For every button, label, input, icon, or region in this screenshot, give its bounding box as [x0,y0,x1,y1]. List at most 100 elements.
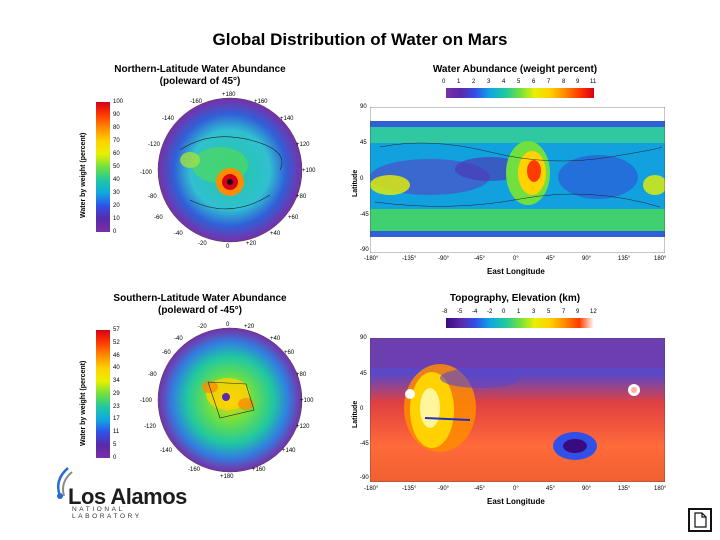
north-polar-map [157,97,303,243]
north-cbar-tick: 100 [113,99,124,105]
water-ytick: 0 [360,176,364,182]
topo-xtick: -45° [474,486,486,492]
topo-cbar-tick: 5 [547,309,551,315]
north-angle-labels: +180 -160 +160 -140 +140 -120 +120 -100 … [140,90,316,250]
south-angle-label: -120 [144,424,157,430]
north-title-line1: Northern-Latitude Water Abundance [114,64,286,75]
document-icon[interactable] [688,508,712,532]
water-xtick: 180° [654,256,667,262]
topo-xtick: 45° [546,486,556,492]
north-cbar-tick: 90 [113,112,120,118]
north-angle-label: +40 [270,231,281,237]
south-angle-label: +60 [284,350,295,356]
water-xtick: 0° [513,256,519,262]
south-angle-label: +140 [282,448,296,454]
south-angle-label: -20 [198,324,207,330]
north-angle-label: -140 [162,116,175,122]
topo-xtick: -135° [402,486,417,492]
topo-cbar-tick: 3 [532,309,536,315]
south-cbar-tick: 23 [113,404,120,410]
south-colorbar-ticks: 57 52 46 40 34 29 23 17 11 5 0 [113,327,133,463]
north-angle-label: -160 [190,99,203,105]
north-angle-label: +20 [246,241,257,247]
south-panel-title: Southern-Latitude Water Abundance (polew… [95,293,305,317]
north-cbar-tick: 80 [113,125,120,131]
south-angle-label: +160 [252,467,266,473]
topo-cbar-tick: -8 [442,309,448,315]
topo-colorbar [446,318,594,328]
south-angle-label: -100 [140,398,153,404]
topo-ytick: -90 [360,475,369,481]
topo-xtick: 135° [618,486,631,492]
south-colorbar-label: Water by weight (percent) [80,360,87,446]
topo-cbar-tick: 12 [590,309,597,315]
north-cbar-tick: 70 [113,138,120,144]
los-alamos-logo: Los Alamos NATIONAL LABORATORY [50,466,190,520]
topo-ytick: 90 [360,335,367,341]
north-angle-label: +180 [222,92,236,98]
topo-xtick: 180° [654,486,667,492]
topo-map-ylabel: Latitude [352,400,359,428]
topo-cbar-tick: 9 [576,309,580,315]
south-colorbar [96,330,110,458]
topo-map-yticks: 90 45 0 -45 -90 [360,335,374,485]
south-angle-labels: -20 0 +20 -40 +40 -60 +60 -80 +80 -100 +… [140,322,314,482]
topo-xtick: 90° [582,486,592,492]
south-cbar-tick: 46 [113,353,120,359]
south-title-line2: (poleward of -45°) [157,305,242,316]
water-cbar-tick: 2 [472,79,476,85]
north-cbar-tick: 0 [113,229,117,235]
topo-xtick: -90° [438,486,450,492]
water-xtick: -45° [474,256,486,262]
north-angle-label: +60 [288,215,299,221]
topo-cbar-tick: 1 [517,309,521,315]
north-cbar-tick: 10 [113,216,120,222]
page-title: Global Distribution of Water on Mars [212,30,508,49]
south-angle-label: +40 [270,336,281,342]
south-cbar-tick: 52 [113,340,120,346]
south-cbar-tick: 57 [113,327,120,333]
topo-cbar-tick: -2 [487,309,493,315]
north-angle-label: -20 [198,241,207,247]
water-map-yticks: 90 45 0 -45 -90 [360,104,374,256]
topo-ytick: -45 [360,441,369,447]
south-angle-label: +100 [300,398,314,404]
north-angle-label: +80 [296,194,307,200]
north-cbar-tick: 30 [113,190,120,196]
water-colorbar-ticks: 0 1 2 3 4 5 6 7 8 9 11 [442,79,602,87]
water-cbar-tick: 9 [576,79,580,85]
north-colorbar-ticks: 100 90 80 70 60 50 40 30 20 10 0 [113,99,133,239]
logo-sub: NATIONAL LABORATORY [72,506,142,520]
north-angle-label: 0 [226,244,230,250]
water-xtick: -90° [438,256,450,262]
north-angle-label: -100 [140,170,153,176]
topo-xtick: -180° [364,486,379,492]
south-angle-label: -80 [148,372,157,378]
water-cbar-tick: 3 [487,79,491,85]
water-cbar-tick: 11 [590,79,597,85]
water-cbar-tick: 0 [442,79,446,85]
water-ytick: -90 [360,247,369,253]
logo-mark-icon [57,467,73,499]
topo-map-image [370,338,665,482]
water-xtick: 90° [582,256,592,262]
water-xtick: -135° [402,256,417,262]
topo-ytick: 45 [360,371,367,377]
topo-colorbar-ticks: -8 -5 -4 -2 0 1 3 5 7 9 12 [442,309,602,317]
water-cbar-tick: 1 [457,79,461,85]
south-cbar-tick: 5 [113,442,117,448]
north-title-line2: (poleward of 45°) [159,76,241,87]
north-colorbar [96,102,110,232]
south-angle-label: +120 [296,424,310,430]
south-angle-label: +20 [244,324,255,330]
south-angle-label: -40 [174,336,183,342]
water-cbar-tick: 6 [532,79,536,85]
north-angle-label: -60 [154,215,163,221]
water-cbar-tick: 8 [562,79,566,85]
north-angle-label: -40 [174,231,183,237]
topo-map-xlabel: East Longitude [487,497,545,506]
south-cbar-tick: 11 [113,429,120,435]
water-colorbar [446,88,594,98]
water-cbar-tick: 5 [517,79,521,85]
topo-xtick: 0° [513,486,519,492]
